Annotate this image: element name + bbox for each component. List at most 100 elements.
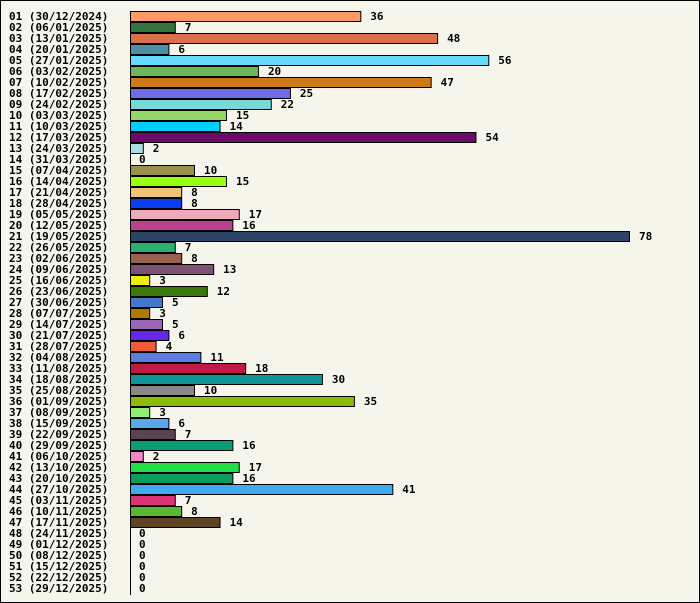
bar (130, 495, 176, 506)
value-label: 78 (639, 230, 652, 243)
bar (130, 451, 144, 462)
bar (130, 77, 432, 88)
bar (130, 330, 170, 341)
value-label: 0 (139, 538, 146, 551)
value-label: 0 (139, 571, 146, 584)
bar (130, 242, 176, 253)
category-label: 45 (03/11/2025) (9, 494, 108, 507)
category-label: 37 (08/09/2025) (9, 406, 108, 419)
category-label: 40 (29/09/2025) (9, 439, 108, 452)
bar (130, 143, 144, 154)
category-label: 51 (15/12/2025) (9, 560, 108, 573)
category-label: 24 (09/06/2025) (9, 263, 108, 276)
value-label: 0 (139, 527, 146, 540)
category-label: 47 (17/11/2025) (9, 516, 108, 529)
category-label: 49 (01/12/2025) (9, 538, 108, 551)
value-label: 48 (447, 32, 460, 45)
category-label: 31 (28/07/2025) (9, 340, 108, 353)
category-label: 18 (28/04/2025) (9, 197, 108, 210)
value-label: 7 (185, 241, 192, 254)
bar (130, 374, 323, 385)
value-label: 25 (300, 87, 313, 100)
value-label: 12 (217, 285, 230, 298)
value-label: 7 (185, 21, 192, 34)
category-label: 48 (24/11/2025) (9, 527, 108, 540)
bar (130, 352, 202, 363)
category-label: 46 (10/11/2025) (9, 505, 108, 518)
category-label: 34 (18/08/2025) (9, 373, 108, 386)
category-label: 36 (01/09/2025) (9, 395, 108, 408)
category-label: 35 (25/08/2025) (9, 384, 108, 397)
value-label: 6 (178, 417, 185, 430)
bar (130, 11, 362, 22)
value-label: 16 (242, 472, 256, 485)
category-label: 16 (14/04/2025) (9, 175, 108, 188)
category-label: 44 (27/10/2025) (9, 483, 108, 496)
category-label: 41 (06/10/2025) (9, 450, 108, 463)
category-label: 01 (30/12/2024) (9, 10, 108, 23)
category-label: 20 (12/05/2025) (9, 219, 108, 232)
category-label: 19 (05/05/2025) (9, 208, 108, 221)
value-label: 13 (223, 263, 236, 276)
bar (130, 363, 247, 374)
category-label: 29 (14/07/2025) (9, 318, 108, 331)
category-label: 03 (13/01/2025) (9, 32, 108, 45)
bar (130, 231, 630, 242)
bar (130, 33, 439, 44)
bar (130, 55, 490, 66)
value-label: 54 (485, 131, 499, 144)
value-label: 6 (178, 329, 185, 342)
value-label: 10 (204, 164, 217, 177)
value-label: 3 (159, 406, 166, 419)
value-label: 5 (172, 296, 179, 309)
bar (130, 473, 234, 484)
value-label: 3 (159, 307, 166, 320)
value-label: 0 (139, 582, 146, 595)
category-label: 25 (16/06/2025) (9, 274, 108, 287)
category-label: 08 (17/02/2025) (9, 87, 108, 100)
value-label: 36 (370, 10, 384, 23)
bar (130, 253, 183, 264)
category-label: 17 (21/04/2025) (9, 186, 108, 199)
value-label: 14 (230, 516, 244, 529)
value-label: 18 (255, 362, 268, 375)
category-label: 32 (04/08/2025) (9, 351, 108, 364)
bar (130, 66, 259, 77)
value-label: 17 (249, 208, 262, 221)
bar (130, 407, 151, 418)
value-label: 17 (249, 461, 262, 474)
value-label: 8 (191, 252, 198, 265)
category-label: 07 (10/02/2025) (9, 76, 108, 89)
category-label: 12 (17/03/2025) (9, 131, 108, 144)
value-label: 35 (364, 395, 377, 408)
category-label: 39 (22/09/2025) (9, 428, 108, 441)
category-label: 10 (03/03/2025) (9, 109, 108, 122)
bar (130, 319, 163, 330)
category-label: 50 (08/12/2025) (9, 549, 108, 562)
bar (130, 440, 234, 451)
bar (130, 429, 176, 440)
bar (130, 286, 208, 297)
category-label: 38 (15/09/2025) (9, 417, 108, 430)
value-label: 5 (172, 318, 179, 331)
category-label: 05 (27/01/2025) (9, 54, 108, 67)
category-label: 02 (06/01/2025) (9, 21, 108, 34)
bar (130, 517, 221, 528)
value-label: 16 (242, 219, 256, 232)
category-label: 43 (20/10/2025) (9, 472, 108, 485)
bar (130, 99, 272, 110)
value-label: 20 (268, 65, 281, 78)
category-label: 06 (03/02/2025) (9, 65, 108, 78)
value-label: 8 (191, 197, 198, 210)
category-label: 42 (13/10/2025) (9, 461, 108, 474)
value-label: 2 (153, 450, 160, 463)
bar (130, 396, 355, 407)
bar (130, 308, 151, 319)
bar (130, 385, 195, 396)
bar (130, 209, 240, 220)
value-label: 0 (139, 153, 146, 166)
category-label: 04 (20/01/2025) (9, 43, 108, 56)
bar (130, 165, 195, 176)
